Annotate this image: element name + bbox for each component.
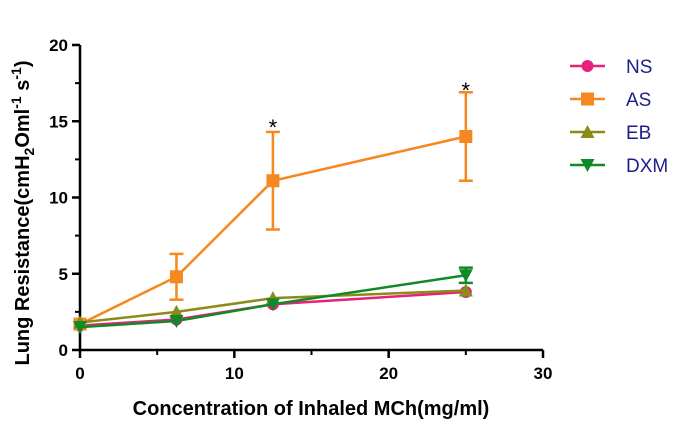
y-axis-label: Lung Resistance(cmH2Oml-1 s-1) [8,60,37,365]
chart-plot-area: ** [73,78,473,335]
legend-item-as: AS [570,90,651,111]
data-point [265,298,280,312]
legend-marker [581,92,594,106]
x-tick-label: 20 [379,364,398,383]
x-axis-label: Concentration of Inhaled MCh(mg/ml) [133,398,490,420]
legend-label: AS [626,90,651,111]
data-point [266,174,280,188]
data-point [169,304,184,318]
legend-label: NS [626,57,652,78]
legend-item-eb: EB [570,123,651,144]
legend-label: DXM [626,156,668,177]
legend-item-dxm: DXM [570,156,668,177]
x-tick-label: 30 [534,364,553,383]
series-line [79,289,466,324]
significance-annotation: * [269,115,278,140]
y-tick-label: 5 [59,265,68,284]
data-point [73,321,87,335]
significance-annotation: * [462,78,471,103]
data-point [169,315,184,329]
legend-item-ns: NS [570,57,652,78]
data-point [458,283,473,297]
y-tick-label: 20 [49,36,68,55]
legend-marker [581,60,594,72]
data-point [458,269,473,283]
x-tick-label: 10 [225,364,244,383]
chart-legend: NS AS EB DXM [570,57,668,177]
series-line [79,274,467,329]
chart-axes: 0 5 10 15 20 0 10 20 30 [49,36,552,383]
data-point [169,270,183,284]
legend-marker [580,125,595,138]
series-dxm [73,266,473,335]
y-tick-label: 15 [49,112,68,131]
series-as [73,91,473,331]
data-point [459,130,473,143]
series-line [79,135,467,326]
legend-label: EB [626,123,651,144]
y-tick-label: 10 [49,189,68,208]
x-tick-label: 0 [75,364,84,383]
y-tick-label: 0 [59,341,68,360]
legend-marker [580,159,595,172]
